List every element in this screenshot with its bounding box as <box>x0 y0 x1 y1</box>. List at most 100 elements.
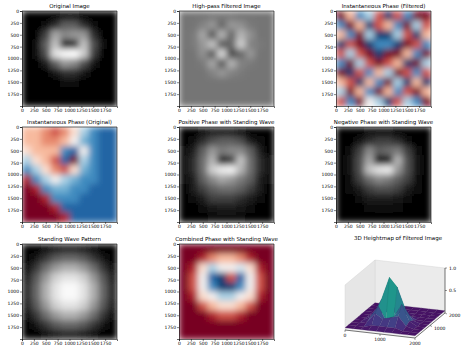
image-cell <box>412 137 422 147</box>
image-cell <box>346 137 356 147</box>
y-tick-label: 1250 <box>322 68 334 73</box>
image-cell <box>179 49 189 59</box>
y-tick: 0 <box>16 9 22 14</box>
image-cell <box>403 156 413 166</box>
x-tick: 750 <box>54 222 63 229</box>
x-tick: 1000 <box>64 106 76 113</box>
image-cell <box>374 213 384 223</box>
image-cell <box>355 184 365 194</box>
image-cell <box>51 263 61 273</box>
image-cell <box>393 97 403 107</box>
image-cell <box>255 97 265 107</box>
image-cell <box>98 11 108 21</box>
image-cell <box>208 21 218 31</box>
x-tick-label: 500 <box>199 108 208 113</box>
x-tick: 1750 <box>257 106 269 113</box>
y-tick-label: 1500 <box>165 313 177 318</box>
image-cell <box>89 254 99 264</box>
image-cell <box>98 244 108 254</box>
image-cell <box>403 137 413 147</box>
image-cell <box>51 273 61 283</box>
x-tick: 1750 <box>414 106 426 113</box>
image-cell <box>41 320 51 330</box>
image-cell <box>70 30 80 40</box>
image-cell <box>265 68 275 78</box>
image-cell <box>89 311 99 321</box>
y-tick: 500 <box>167 149 179 154</box>
image-cell <box>365 194 375 204</box>
image-cell <box>198 311 208 321</box>
x-tick: 500 <box>199 106 208 113</box>
image-cell <box>255 244 265 254</box>
y-tick: 1500 <box>165 313 179 318</box>
y-tick-mark <box>334 139 336 140</box>
image-cell <box>255 320 265 330</box>
image-cell <box>189 175 199 185</box>
image-cell <box>403 127 413 137</box>
image-cell <box>60 175 70 185</box>
image-cell <box>108 146 118 156</box>
image-cell <box>393 137 403 147</box>
image-cell <box>365 175 375 185</box>
image-cell <box>403 213 413 223</box>
image-cell <box>355 21 365 31</box>
image-cell <box>79 263 89 273</box>
image-cell <box>198 282 208 292</box>
image-cell <box>265 59 275 69</box>
image-cell <box>51 21 61 31</box>
image-cell <box>208 146 218 156</box>
image-cell <box>189 184 199 194</box>
image-cell <box>79 127 89 137</box>
image-cell <box>79 87 89 97</box>
image-cell <box>70 184 80 194</box>
y-tick-mark <box>20 59 22 60</box>
image-cell <box>198 254 208 264</box>
y-tick-mark <box>177 198 179 199</box>
y-tick-label: 750 <box>324 161 333 166</box>
y-tick-mark <box>334 210 336 211</box>
x-tick-label: 500 <box>356 108 365 113</box>
image-cell <box>246 137 256 147</box>
x-tick-label: 1000 <box>221 224 233 229</box>
image-cell <box>246 184 256 194</box>
image-cell <box>51 320 61 330</box>
y-tick: 1500 <box>165 80 179 85</box>
x-tick-label: 1250 <box>390 224 402 229</box>
y-tick-label: 750 <box>10 45 19 50</box>
image-cell <box>336 97 346 107</box>
x-tick-label: 500 <box>42 108 51 113</box>
image-cell <box>60 320 70 330</box>
image-cell <box>79 254 89 264</box>
y-tick-mark <box>334 11 336 12</box>
image-cell <box>336 137 346 147</box>
image-cell <box>346 87 356 97</box>
y-tick-label: 0 <box>330 125 333 130</box>
image-cell <box>60 184 70 194</box>
image-cell <box>265 40 275 50</box>
image-cell <box>32 175 42 185</box>
x-axis: 02505007501000125015001750 <box>178 106 274 113</box>
y-tick-label: 1250 <box>8 68 20 73</box>
image-cell <box>108 213 118 223</box>
y-tick-label: 1750 <box>165 208 177 213</box>
y-tick-mark <box>20 151 22 152</box>
y-tick-mark <box>20 11 22 12</box>
panel: 0250500750100012501500175002505007501000… <box>165 119 276 229</box>
image-cell <box>227 49 237 59</box>
x-tick-label: 1000 <box>221 108 233 113</box>
image-cell <box>208 330 218 340</box>
image-cell <box>198 301 208 311</box>
image-cell <box>79 194 89 204</box>
image-cell <box>355 156 365 166</box>
image-cell <box>89 40 99 50</box>
image-cell <box>384 175 394 185</box>
image-cell <box>336 40 346 50</box>
image-cell <box>51 301 61 311</box>
image-cell <box>189 301 199 311</box>
image-cell <box>89 203 99 213</box>
image-cell <box>336 127 346 137</box>
image-cell <box>208 68 218 78</box>
image-cell <box>189 263 199 273</box>
image-cell <box>255 213 265 223</box>
image-cell <box>79 165 89 175</box>
